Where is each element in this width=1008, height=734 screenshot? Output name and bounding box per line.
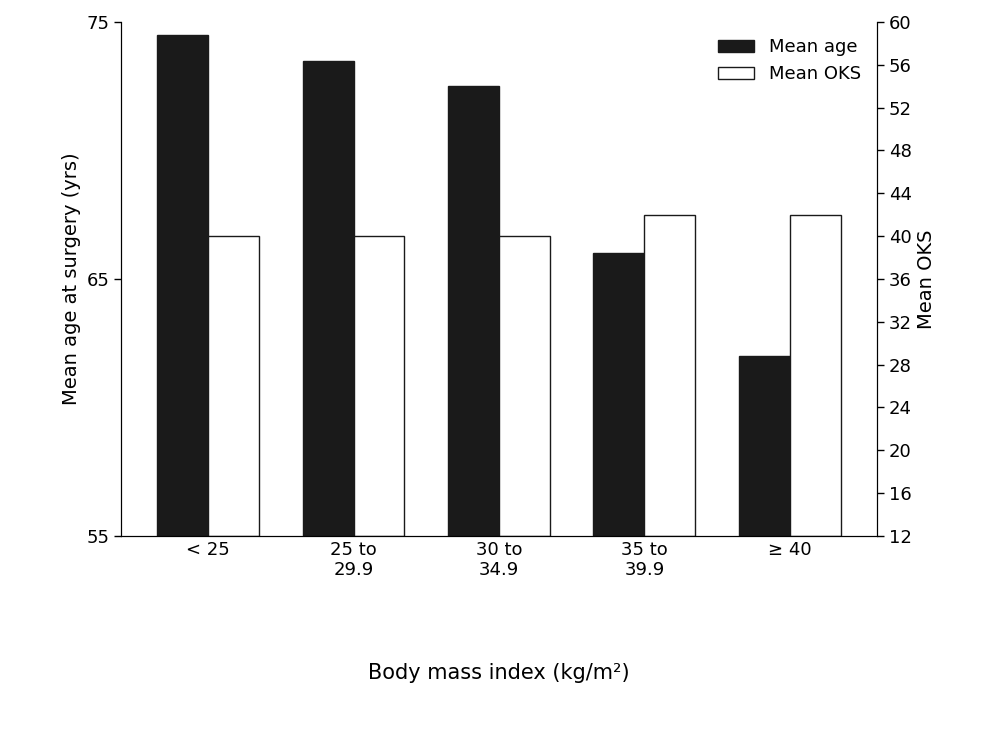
Bar [739, 356, 789, 536]
Y-axis label: Mean age at surgery (yrs): Mean age at surgery (yrs) [61, 153, 81, 405]
Bar [354, 236, 404, 536]
Bar [789, 214, 841, 536]
Legend: Mean age, Mean OKS: Mean age, Mean OKS [711, 31, 868, 90]
X-axis label: Body mass index (kg/m²): Body mass index (kg/m²) [368, 663, 630, 683]
Bar [449, 87, 499, 536]
Bar [644, 214, 696, 536]
Bar [594, 253, 644, 536]
Bar [499, 236, 549, 536]
Bar [157, 35, 209, 536]
Bar [302, 61, 354, 536]
Y-axis label: Mean OKS: Mean OKS [917, 229, 936, 329]
Bar [209, 236, 259, 536]
